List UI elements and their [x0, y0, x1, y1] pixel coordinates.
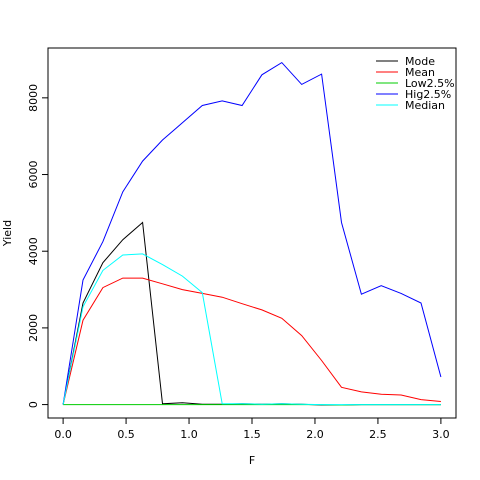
x-tick-label: 2.0 — [306, 428, 324, 441]
y-axis-title: Yield — [1, 220, 14, 247]
series-line-hig2-5 — [62, 61, 442, 405]
legend-label-mode: Mode — [405, 55, 435, 68]
plot-frame — [47, 47, 457, 419]
x-axis-title: F — [249, 454, 255, 467]
x-tick-label: 3.0 — [432, 428, 450, 441]
series-line-mean — [62, 277, 441, 405]
x-axis: 0.0 0.5 1.0 1.5 2.0 2.5 3.0 — [54, 418, 450, 441]
series-line-median — [62, 253, 441, 406]
y-tick-label: 8000 — [27, 84, 40, 112]
y-axis: 0 2000 4000 6000 8000 — [27, 84, 48, 408]
y-tick-label: 2000 — [27, 314, 40, 342]
legend-label-hig2-5: Hig2.5% — [405, 88, 451, 101]
legend-label-median: Median — [405, 99, 445, 112]
legend-label-mean: Mean — [405, 66, 435, 79]
series-layer — [62, 61, 442, 406]
legend-label-low2-5: Low2.5% — [405, 77, 455, 90]
y-tick-label: 0 — [27, 401, 40, 408]
x-tick-label: 1.0 — [180, 428, 198, 441]
x-tick-label: 1.5 — [243, 428, 261, 441]
x-tick-label: 0.0 — [54, 428, 72, 441]
series-line-mode — [62, 221, 441, 406]
x-tick-label: 2.5 — [369, 428, 387, 441]
x-tick-label: 0.5 — [117, 428, 135, 441]
y-tick-label: 4000 — [27, 237, 40, 265]
y-tick-label: 6000 — [27, 161, 40, 189]
